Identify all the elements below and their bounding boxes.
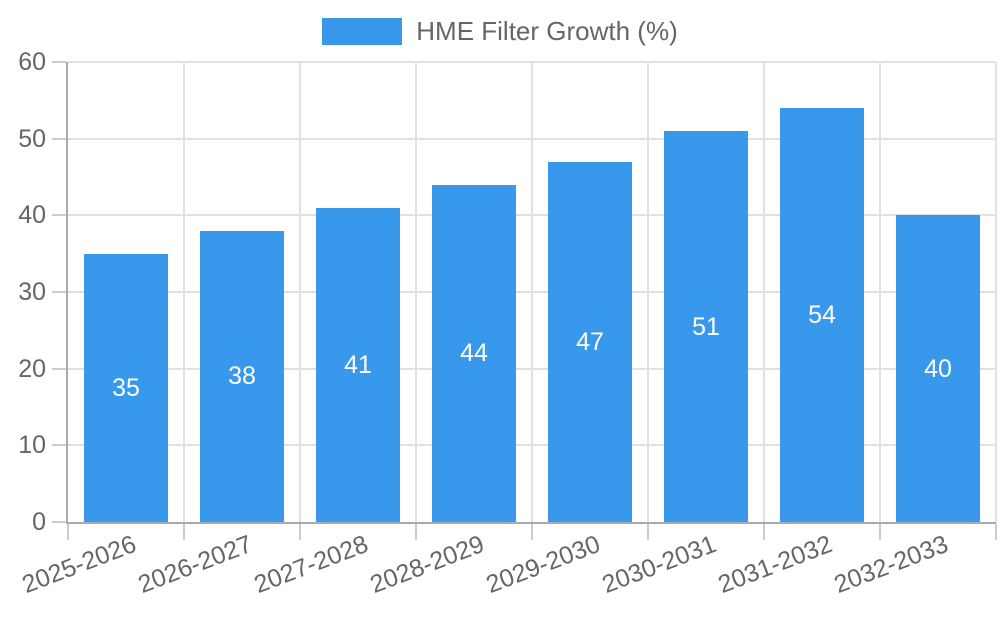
vertical-gridline: [995, 62, 997, 522]
y-tick-label: 50: [18, 124, 46, 153]
legend-label: HME Filter Growth (%): [416, 15, 678, 46]
vertical-gridline: [879, 62, 881, 522]
bar[interactable]: [780, 108, 864, 522]
bar-value-label: 47: [576, 327, 604, 356]
x-axis-tick: [763, 524, 765, 540]
x-axis-tick: [879, 524, 881, 540]
y-axis-tick: [52, 61, 66, 63]
bar-value-label: 41: [344, 350, 372, 379]
y-axis-tick: [52, 291, 66, 293]
x-axis-tick: [299, 524, 301, 540]
x-axis-line: [66, 522, 996, 524]
bar[interactable]: [84, 253, 168, 522]
y-tick-label: 60: [18, 48, 46, 76]
x-axis-tick: [531, 524, 533, 540]
x-axis-tick: [67, 524, 69, 540]
bar[interactable]: [664, 131, 748, 522]
bar[interactable]: [432, 184, 516, 522]
y-tick-label: 10: [18, 431, 46, 460]
y-axis-tick: [52, 444, 66, 447]
vertical-gridline: [531, 62, 533, 522]
vertical-gridline: [415, 62, 417, 522]
legend[interactable]: HME Filter Growth (%): [0, 16, 1000, 46]
x-axis-tick: [647, 524, 649, 540]
y-tick-label: 20: [18, 354, 46, 383]
x-axis-tick: [183, 524, 185, 540]
vertical-gridline: [647, 62, 649, 522]
bar-value-label: 35: [112, 373, 140, 402]
bar[interactable]: [316, 207, 400, 522]
y-axis-tick: [52, 214, 66, 217]
bar-value-label: 51: [692, 312, 720, 341]
y-axis-tick: [52, 137, 66, 140]
x-axis-tick: [995, 524, 997, 540]
bar[interactable]: [548, 161, 632, 522]
bar[interactable]: [896, 215, 980, 522]
legend-swatch: [322, 17, 403, 45]
bar-value-label: 54: [808, 301, 836, 329]
y-tick-label: 0: [32, 508, 46, 536]
y-axis-tick: [52, 367, 66, 370]
bar-value-label: 44: [460, 339, 488, 368]
y-tick-label: 40: [18, 201, 46, 230]
y-axis-line: [66, 62, 68, 524]
bar-value-label: 40: [924, 354, 952, 383]
x-axis-tick: [415, 524, 417, 540]
y-axis-tick: [52, 521, 66, 523]
y-tick-label: 30: [18, 278, 46, 306]
vertical-gridline: [183, 62, 185, 522]
bar-chart: HME Filter Growth (%) 0 10 20 30 40 50 60 35 38 4…: [0, 16, 1000, 599]
vertical-gridline: [763, 62, 765, 522]
bar-value-label: 38: [228, 362, 256, 391]
bar[interactable]: [200, 230, 284, 522]
vertical-gridline: [299, 62, 301, 522]
